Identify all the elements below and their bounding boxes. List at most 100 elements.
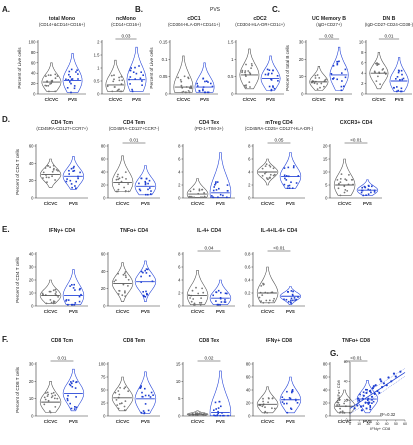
chart-14-point-1-7 xyxy=(283,298,285,301)
chart-11-xtick-label-1: PVS xyxy=(69,309,78,314)
chart-18-ytick-label-4: 80 xyxy=(246,362,251,367)
chart-1-xtick-label-1: PVS xyxy=(132,97,141,102)
chart-0-xtick-label-1: PVS xyxy=(68,97,77,102)
chart-10-point-1-0 xyxy=(370,191,372,194)
chart-6-point-0-1 xyxy=(51,175,53,178)
chart-10-point-0-13 xyxy=(351,178,354,181)
chart-16-point-0-5 xyxy=(117,407,120,410)
chart-7-title: CD4 Tem xyxy=(123,120,145,126)
chart-13-point-1-5 xyxy=(212,294,214,297)
chart-20-point-22 xyxy=(392,372,396,375)
chart-3-point-1-0 xyxy=(273,87,276,90)
chart-3-subtitle: (CD304-HLA-DR+CD1c+) xyxy=(235,22,285,27)
chart-6-violin-1 xyxy=(62,156,84,190)
chart-7-point-1-10 xyxy=(144,180,146,183)
chart-3-violin-1 xyxy=(260,55,281,91)
chart-12-point-0-10 xyxy=(123,272,126,275)
chart-5-ytick-label-0: 0 xyxy=(361,92,364,97)
chart-12-point-0-9 xyxy=(124,295,127,297)
chart-14-point-0-10 xyxy=(261,294,264,296)
chart-16-point-0-2 xyxy=(117,390,120,392)
chart-7-point-1-15 xyxy=(147,182,149,185)
chart-14-ytick-label-4: 0.8 xyxy=(245,252,251,257)
chart-15-point-0-12 xyxy=(54,394,57,397)
chart-6-point-1-17 xyxy=(79,171,81,174)
chart-9-point-1-6 xyxy=(285,179,288,181)
chart-4-ytick-label-0: 0 xyxy=(301,92,304,97)
chart-12-violin-1 xyxy=(134,260,157,302)
chart-12-point-1-6 xyxy=(140,275,142,278)
chart-8-violin-1 xyxy=(209,152,232,198)
chart-14-point-1-8 xyxy=(292,299,294,302)
chart-4-point-1-9 xyxy=(344,76,347,79)
chart-8-point-1-9 xyxy=(218,187,220,190)
chart-15-point-0-16 xyxy=(49,411,52,414)
chart-6-point-1-4 xyxy=(73,165,75,168)
chart-0-ylabel: Percent of Live cells xyxy=(17,47,22,89)
chart-2-point-1-11 xyxy=(196,82,198,85)
chart-8-point-0-0 xyxy=(203,192,206,194)
chart-6-point-0-13 xyxy=(54,179,56,181)
chart-13-point-0-15 xyxy=(189,297,192,299)
chart-19-point-1-1 xyxy=(372,400,375,403)
chart-3-point-0-13 xyxy=(243,84,246,87)
chart-12-point-0-5 xyxy=(124,290,126,292)
chart-16-ytick-label-2: 50 xyxy=(101,388,106,393)
chart-9-point-1-17 xyxy=(287,166,290,169)
chart-20-xtick-label-0: 0 xyxy=(349,422,351,426)
chart-5-point-0-10 xyxy=(379,83,381,86)
chart-6-point-1-7 xyxy=(74,185,76,187)
chart-12-point-0-8 xyxy=(124,291,126,294)
chart-13-ytick-label-2: 4 xyxy=(178,278,181,283)
chart-5-point-1-6 xyxy=(396,86,398,88)
chart-6-ytick-label-0: 0 xyxy=(31,196,34,201)
chart-1-point-0-0 xyxy=(118,79,121,82)
chart-1-point-1-15 xyxy=(138,65,140,67)
chart-6-point-0-16 xyxy=(57,170,59,172)
chart-10-point-0-17 xyxy=(348,174,350,176)
chart-13-xtick-label-1: PVS xyxy=(216,309,225,314)
chart-14-point-1-6 xyxy=(285,298,288,301)
chart-12-point-0-16 xyxy=(113,280,116,283)
chart-15-xtick-label-1: PVS xyxy=(69,419,78,424)
chart-3-point-0-12 xyxy=(251,64,253,67)
chart-0-point-1-13 xyxy=(71,78,74,80)
chart-6-point-0-9 xyxy=(52,169,55,171)
chart-10-ytick-label-1: 5 xyxy=(325,183,328,188)
chart-12-xtick-label-1: PVS xyxy=(141,309,150,314)
chart-20-xtick-label-4: 40 xyxy=(385,422,389,426)
chart-2-point-0-5 xyxy=(183,75,186,78)
chart-0-title: total Mono xyxy=(49,16,75,22)
chart-7-point-1-0 xyxy=(138,182,140,185)
chart-1-point-0-5 xyxy=(112,80,115,83)
chart-7-xtick-label-1: PVS xyxy=(141,201,150,206)
chart-15-pvalue: 0.01 xyxy=(58,356,67,361)
chart-4-point-1-17 xyxy=(336,63,339,66)
chart-20-xtick-label-3: 30 xyxy=(376,422,380,426)
chart-6-ytick-label-3: 60 xyxy=(29,144,34,149)
chart-11-point-0-9 xyxy=(52,289,55,292)
chart-7-ytick-label-4: 80 xyxy=(101,144,106,149)
panel-label-A: A. xyxy=(2,5,10,14)
chart-14-point-1-17 xyxy=(295,298,298,301)
chart-2-point-1-7 xyxy=(211,85,214,88)
chart-14-point-0-2 xyxy=(262,301,265,304)
chart-6-point-1-3 xyxy=(72,167,75,169)
chart-8-subtitle: (PD-1+TIM-3+) xyxy=(195,126,224,131)
chart-16-point-0-15 xyxy=(114,391,117,394)
chart-10-point-0-7 xyxy=(339,181,342,184)
chart-5-point-1-10 xyxy=(401,78,403,81)
chart-15-point-1-1 xyxy=(74,387,77,389)
chart-1-point-1-4 xyxy=(141,80,143,82)
chart-10-point-1-17 xyxy=(360,191,363,194)
chart-15-violin-1 xyxy=(62,368,85,412)
chart-4-xtick-label-0: C/CVC xyxy=(312,97,326,102)
chart-14-ytick-label-0: 0 xyxy=(248,304,251,309)
chart-18-point-0-11 xyxy=(264,406,266,409)
chart-11-point-0-15 xyxy=(52,300,55,302)
chart-12-point-0-12 xyxy=(122,273,125,276)
chart-5-point-1-16 xyxy=(397,89,400,92)
chart-16-ytick-label-1: 25 xyxy=(101,401,106,406)
chart-14-point-0-1 xyxy=(260,285,263,287)
chart-17-ytick-label-2: 10 xyxy=(176,379,181,384)
